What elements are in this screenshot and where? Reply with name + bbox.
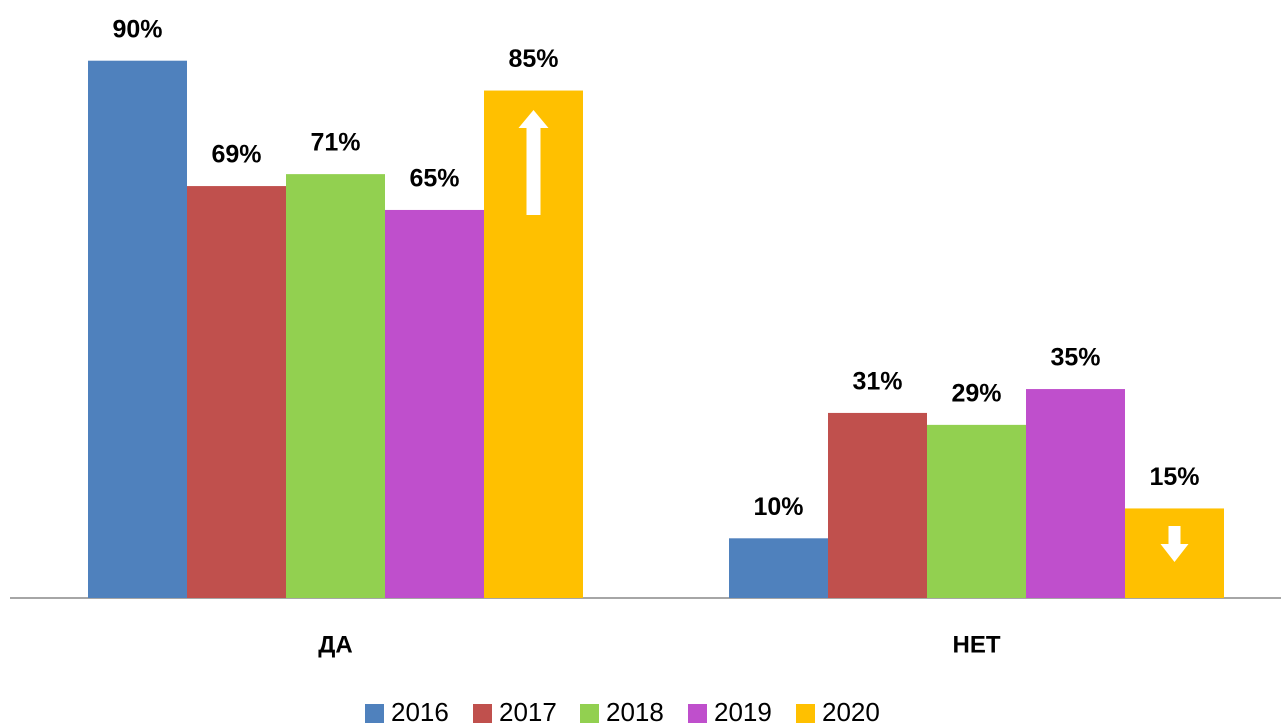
data-label: 69% — [211, 141, 261, 169]
bar — [828, 412, 927, 598]
bar — [729, 538, 828, 598]
data-label: 35% — [1050, 344, 1100, 372]
bar — [385, 209, 484, 598]
legend-label: 2019 — [714, 697, 772, 727]
legend-label: 2017 — [499, 697, 557, 727]
bar — [187, 186, 286, 598]
legend-swatch — [688, 704, 707, 723]
up-arrow — [518, 110, 549, 215]
legend-swatch — [796, 704, 815, 723]
data-label: 90% — [112, 15, 162, 43]
data-label: 65% — [409, 165, 459, 193]
x-tick-label: НЕТ — [953, 631, 1001, 658]
legend-swatch — [473, 704, 492, 723]
x-tick-label: ДА — [318, 631, 352, 658]
bar — [927, 424, 1026, 598]
data-label: 29% — [951, 379, 1001, 407]
bar — [88, 60, 187, 598]
data-label: 71% — [310, 129, 360, 157]
bar — [1026, 389, 1125, 598]
legend-swatch — [365, 704, 384, 723]
data-label: 85% — [508, 45, 558, 73]
legend-label: 2016 — [391, 697, 449, 727]
legend-label: 2020 — [822, 697, 880, 727]
data-label: 31% — [852, 368, 902, 396]
data-label: 15% — [1149, 463, 1199, 491]
legend-swatch — [580, 704, 599, 723]
bar — [286, 174, 385, 598]
legend-label: 2018 — [606, 697, 664, 727]
down-arrow — [1160, 526, 1189, 562]
data-label: 10% — [753, 493, 803, 521]
